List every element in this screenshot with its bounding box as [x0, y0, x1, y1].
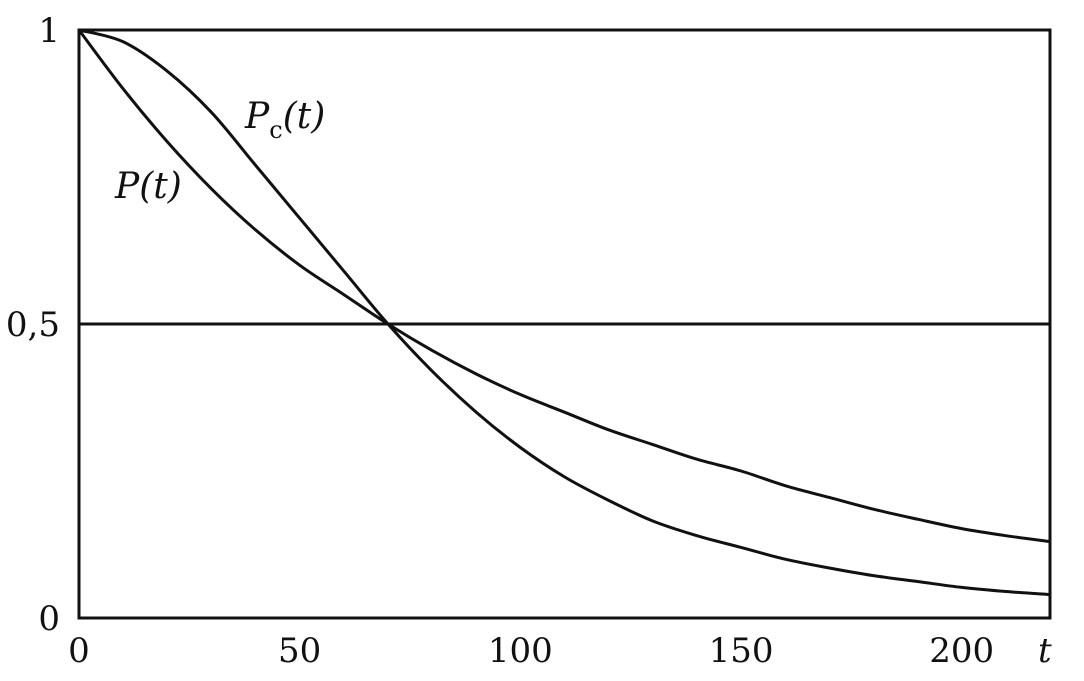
x-axis-variable-label: t	[1038, 631, 1052, 671]
series-line-p	[77, 29, 1051, 544]
y-tick-label: 0,5	[6, 305, 60, 345]
x-tick-label: 100	[488, 631, 553, 671]
series-label-p: P(t)	[114, 166, 182, 207]
x-tick-label: 200	[929, 631, 994, 671]
series-line-pc	[78, 28, 1051, 596]
x-tick-label: 50	[278, 631, 321, 671]
y-tick-label: 0	[38, 599, 60, 639]
x-tick-label: 150	[709, 631, 774, 671]
series-label-pc: Pc(t)	[244, 96, 325, 144]
y-tick-label: 1	[38, 11, 60, 51]
x-tick-label: 0	[68, 631, 90, 671]
